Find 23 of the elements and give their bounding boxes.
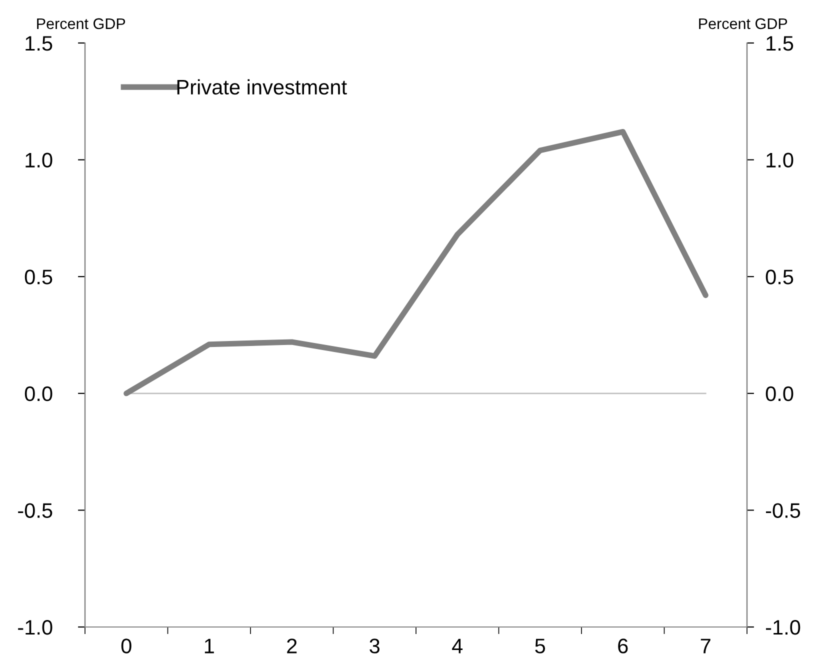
y2-tick-label: -1.0	[766, 620, 800, 635]
y-tick-label: 0.5	[24, 270, 52, 284]
x-tick-label: 5	[535, 638, 546, 654]
x-tick-label: 1	[204, 638, 214, 654]
y-tick-label: 1.5	[26, 36, 52, 51]
y2-tick-label: 1.0	[766, 152, 794, 168]
x-tick-label: 4	[452, 638, 463, 654]
y2-tick-label: 1.5	[766, 36, 794, 51]
x-tick-label: 6	[618, 638, 628, 654]
x-tick-label: 3	[370, 638, 380, 654]
x-tick-label: 2	[287, 638, 297, 654]
x-tick-label: 0	[121, 638, 132, 654]
legend-label: Private investment	[177, 79, 347, 95]
y-tick-label: -0.5	[18, 503, 52, 518]
y2-tick-label: 0.0	[766, 386, 794, 402]
x-tick-label: 7	[700, 638, 710, 654]
y2-tick-label: 0.5	[766, 270, 794, 284]
y-tick-label: 1.0	[26, 152, 52, 168]
y-tick-label: -1.0	[18, 620, 52, 635]
y2-tick-label: -0.5	[766, 503, 800, 518]
y2-axis-title: Percent GDP	[699, 18, 788, 30]
y-axis-title: Percent GDP	[37, 18, 126, 30]
y-tick-label: 0.0	[24, 386, 52, 402]
